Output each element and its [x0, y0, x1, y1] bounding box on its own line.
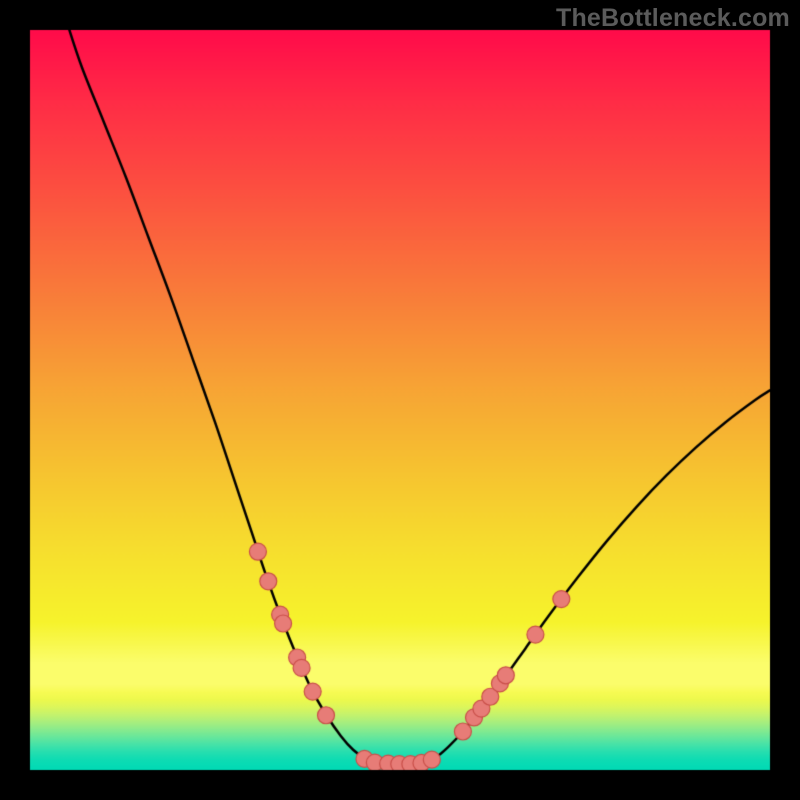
bottleneck-curve-chart: [0, 0, 800, 800]
chart-stage: TheBottleneck.com: [0, 0, 800, 800]
watermark-label: TheBottleneck.com: [556, 4, 790, 33]
